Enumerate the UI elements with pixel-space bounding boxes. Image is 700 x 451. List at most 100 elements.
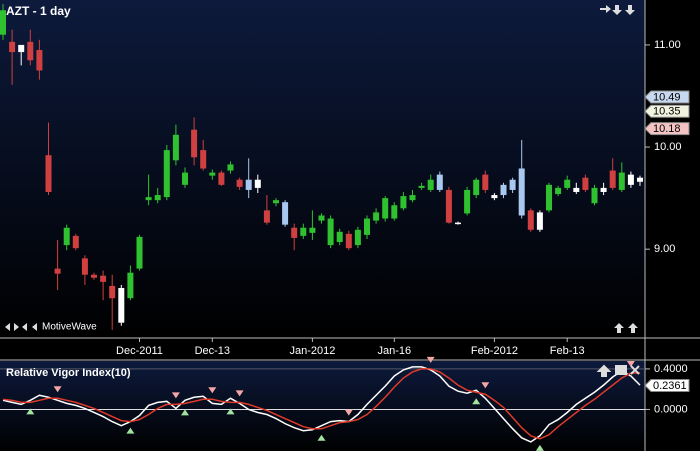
sell-signal bbox=[171, 392, 180, 399]
candle-body bbox=[582, 177, 589, 190]
buy-signal bbox=[226, 408, 235, 415]
candle-body bbox=[427, 179, 434, 190]
candle-body bbox=[637, 177, 643, 182]
indicator-panel bbox=[0, 361, 645, 451]
price-panel bbox=[0, 0, 645, 338]
candle-body bbox=[518, 168, 525, 216]
candle-body bbox=[445, 189, 452, 223]
x-tick-label: Dec-2011 bbox=[116, 345, 163, 357]
candle-body bbox=[373, 212, 380, 221]
candle-body bbox=[72, 235, 79, 249]
candle-body bbox=[564, 179, 571, 188]
indicator-title: Relative Vigor Index(10) bbox=[6, 367, 131, 379]
candle-body bbox=[127, 272, 134, 299]
buy-signal bbox=[126, 427, 135, 434]
candle-body bbox=[500, 184, 507, 196]
candle-body bbox=[318, 215, 325, 221]
candle-body bbox=[81, 258, 88, 275]
chart-title: AZT - 1 day bbox=[6, 4, 71, 18]
candle-body bbox=[91, 274, 97, 278]
candle-body bbox=[309, 227, 316, 233]
sell-signal bbox=[53, 386, 62, 393]
candle-body bbox=[191, 129, 198, 158]
buy-signal bbox=[535, 444, 544, 451]
candle-body bbox=[345, 233, 352, 249]
candle-body bbox=[573, 187, 580, 192]
candle-body bbox=[509, 179, 516, 190]
candle-body bbox=[236, 179, 243, 187]
x-tick-label: Dec-13 bbox=[195, 345, 230, 357]
candle-body bbox=[163, 150, 170, 198]
price-marker bbox=[644, 104, 690, 118]
candle-body bbox=[136, 236, 143, 269]
candle-body bbox=[282, 202, 289, 225]
x-tick-label: Feb-13 bbox=[550, 345, 585, 357]
candle-body bbox=[336, 231, 343, 243]
candle-body bbox=[555, 187, 562, 195]
y-tick-label: 11.00 bbox=[654, 39, 681, 51]
buy-signal bbox=[317, 434, 326, 441]
candle-body bbox=[218, 172, 225, 185]
price-marker bbox=[644, 379, 690, 393]
candle-body bbox=[409, 195, 416, 201]
candle-body bbox=[609, 170, 616, 188]
candle-body bbox=[491, 195, 498, 199]
candle-body bbox=[200, 150, 207, 169]
candle-body bbox=[18, 44, 25, 53]
sell-signal bbox=[208, 387, 217, 394]
y-tick-label: 0.4000 bbox=[654, 363, 688, 375]
candle-body bbox=[464, 189, 471, 214]
nav-icons[interactable] bbox=[5, 5, 640, 377]
candle-body bbox=[209, 172, 216, 176]
candle-body bbox=[227, 164, 234, 171]
price-marker bbox=[644, 90, 690, 104]
candle-body bbox=[109, 285, 116, 299]
candle-body bbox=[291, 227, 298, 238]
price-marker-label: 10.18 bbox=[653, 123, 681, 135]
y-tick-label: 9.00 bbox=[654, 243, 675, 255]
watermark: MotiveWave bbox=[42, 322, 97, 333]
sell-signal bbox=[481, 382, 490, 389]
y-tick-label: 0.0000 bbox=[654, 403, 688, 415]
sell-signal bbox=[426, 356, 435, 363]
x-tick-label: Jan-2012 bbox=[289, 345, 335, 357]
candle-body bbox=[536, 212, 543, 230]
sell-signal bbox=[626, 360, 635, 367]
candle-body bbox=[618, 172, 625, 190]
candle-body bbox=[418, 185, 425, 188]
candle-body bbox=[245, 179, 252, 190]
candle-body bbox=[473, 179, 480, 196]
plot: 9.00 10.00 11.00 10.49 10.35 10.18 Dec-2011 Dec… bbox=[0, 4, 690, 451]
indicator-line bbox=[2, 368, 640, 440]
candle-body bbox=[300, 227, 307, 236]
candle-body bbox=[546, 184, 552, 211]
sell-signal bbox=[344, 409, 353, 416]
candle-body bbox=[600, 187, 607, 192]
buy-signal bbox=[26, 408, 35, 415]
candle-body bbox=[436, 174, 443, 190]
candle-body bbox=[100, 275, 107, 282]
candle-body bbox=[0, 10, 6, 35]
candle-body bbox=[36, 50, 43, 71]
candle-body bbox=[273, 200, 279, 204]
candle-body bbox=[455, 222, 461, 225]
candle-body bbox=[9, 41, 16, 53]
candle-body bbox=[182, 172, 188, 185]
price-marker-label: 10.35 bbox=[653, 106, 681, 118]
sell-signal bbox=[235, 390, 244, 397]
candle-body bbox=[54, 268, 61, 274]
candle-body bbox=[527, 210, 534, 230]
x-tick-label: Jan-16 bbox=[377, 345, 411, 357]
candle-body bbox=[172, 134, 179, 161]
candle-body bbox=[591, 187, 598, 204]
candle-body bbox=[391, 205, 398, 219]
candle-body bbox=[382, 198, 389, 219]
candle-body bbox=[27, 41, 34, 61]
candle-body bbox=[118, 287, 125, 323]
buy-signal bbox=[181, 409, 189, 416]
candle-body bbox=[254, 179, 261, 188]
indicator-line bbox=[2, 366, 641, 443]
candle-body bbox=[400, 196, 407, 209]
y-tick-label: 10.00 bbox=[654, 141, 682, 153]
candle-body bbox=[154, 195, 161, 201]
